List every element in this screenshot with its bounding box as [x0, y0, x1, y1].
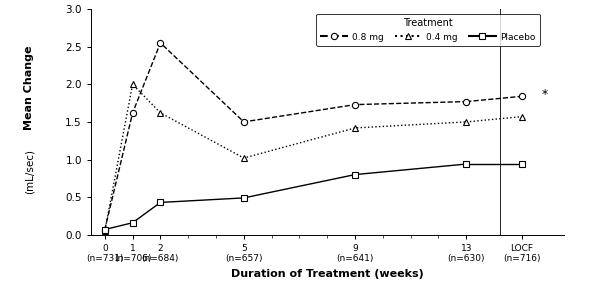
Text: Mean Change: Mean Change [24, 46, 35, 130]
Text: (mL/sec): (mL/sec) [24, 149, 35, 194]
Text: *: * [541, 88, 548, 101]
Legend: 0.8 mg, 0.4 mg, Placebo: 0.8 mg, 0.4 mg, Placebo [316, 14, 540, 46]
X-axis label: Duration of Treatment (weeks): Duration of Treatment (weeks) [231, 269, 424, 279]
